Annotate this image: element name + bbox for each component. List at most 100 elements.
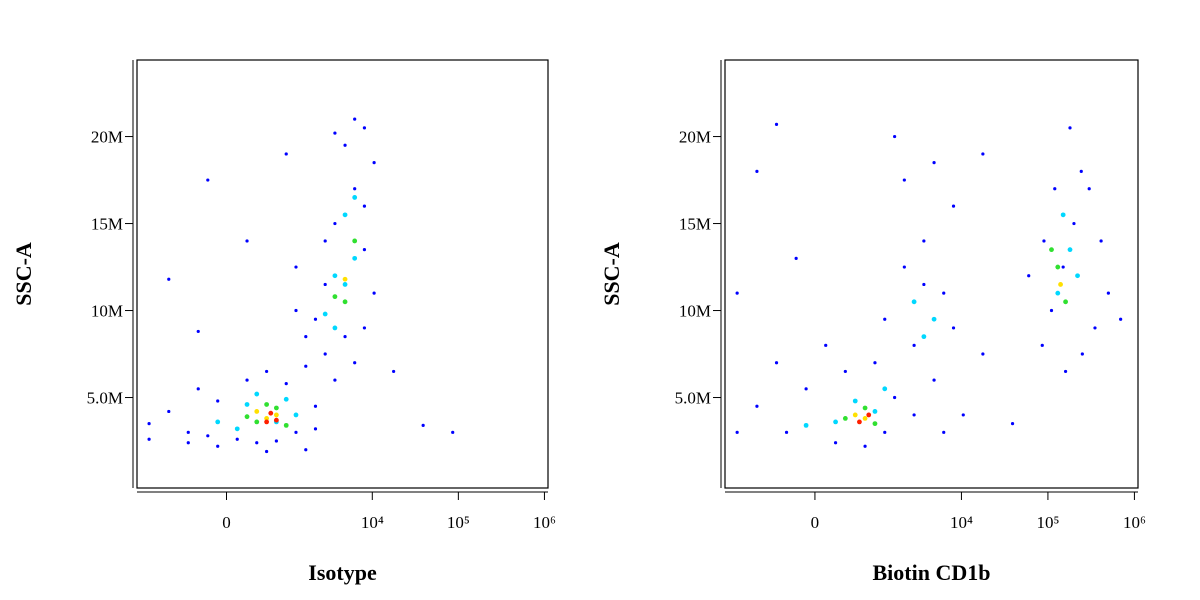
y-tick-label: 10M <box>679 302 711 321</box>
point <box>872 421 878 427</box>
point <box>342 212 348 218</box>
point <box>264 416 270 421</box>
point <box>981 152 985 156</box>
point <box>147 422 151 426</box>
point <box>244 414 250 420</box>
point <box>843 369 847 374</box>
point <box>352 238 358 244</box>
point <box>911 299 917 305</box>
point <box>293 412 299 418</box>
point <box>931 316 937 322</box>
point <box>353 187 357 191</box>
point <box>784 430 789 434</box>
point <box>735 291 739 295</box>
point <box>332 273 338 279</box>
point <box>283 396 289 402</box>
point <box>932 378 936 382</box>
point <box>342 276 348 282</box>
point <box>206 178 210 182</box>
y-tick-label: 20M <box>679 128 711 147</box>
point <box>196 387 200 391</box>
point <box>1055 290 1061 296</box>
point <box>245 378 249 382</box>
point <box>333 378 337 382</box>
x-tick-label: 10⁵ <box>447 513 470 532</box>
point <box>216 444 220 448</box>
point <box>304 364 308 368</box>
point <box>254 391 260 397</box>
point <box>755 404 759 408</box>
point <box>1027 274 1031 278</box>
point <box>196 329 200 334</box>
point <box>244 402 250 407</box>
point <box>255 441 259 445</box>
point <box>912 343 916 347</box>
point <box>852 398 858 404</box>
point <box>863 444 867 448</box>
point <box>234 426 240 432</box>
point <box>1049 308 1054 313</box>
x-tick-label: 10⁵ <box>1036 513 1059 532</box>
point <box>866 412 872 418</box>
point <box>147 437 151 441</box>
point <box>206 434 210 438</box>
y-tick-label: 5.0M <box>675 389 711 408</box>
point <box>857 419 862 425</box>
x-tick-label: 10⁴ <box>361 513 384 532</box>
point <box>167 277 171 281</box>
point <box>265 369 269 374</box>
point <box>313 427 318 431</box>
point <box>1093 326 1097 330</box>
point <box>332 294 338 300</box>
point <box>981 352 985 356</box>
point <box>352 255 358 261</box>
point <box>1087 187 1091 191</box>
point <box>883 317 887 321</box>
x-tick-label: 0 <box>811 513 820 532</box>
point <box>1061 265 1065 269</box>
point <box>294 265 298 269</box>
point <box>922 239 926 243</box>
point <box>216 399 220 403</box>
point <box>283 422 289 428</box>
point <box>1053 187 1057 191</box>
point <box>1058 282 1063 287</box>
x-axis-label: Isotype <box>308 560 377 585</box>
point <box>873 361 877 365</box>
point <box>1068 126 1072 130</box>
x-tick-label: 10⁶ <box>533 513 556 532</box>
point <box>294 308 298 313</box>
point <box>942 291 946 295</box>
point <box>254 419 260 425</box>
point <box>167 409 171 414</box>
point <box>392 369 396 374</box>
point <box>882 386 888 392</box>
point <box>803 422 809 428</box>
point <box>774 361 779 365</box>
point <box>333 221 337 226</box>
point <box>313 404 318 408</box>
point <box>333 131 337 135</box>
point <box>323 282 327 287</box>
y-tick-label: 20M <box>91 128 123 147</box>
point <box>372 291 376 295</box>
y-tick-label: 15M <box>91 215 123 234</box>
point <box>883 430 887 434</box>
point <box>343 335 347 339</box>
point <box>1067 247 1073 253</box>
point <box>245 239 249 243</box>
point <box>902 178 906 182</box>
point <box>961 413 965 417</box>
point <box>893 395 897 400</box>
point <box>1010 422 1015 426</box>
point <box>921 334 927 340</box>
point <box>852 412 858 418</box>
point <box>284 382 288 386</box>
point <box>922 282 926 287</box>
point <box>322 311 328 317</box>
point <box>824 343 828 347</box>
plot-frame <box>136 59 549 489</box>
point <box>362 248 367 252</box>
point <box>186 430 190 434</box>
